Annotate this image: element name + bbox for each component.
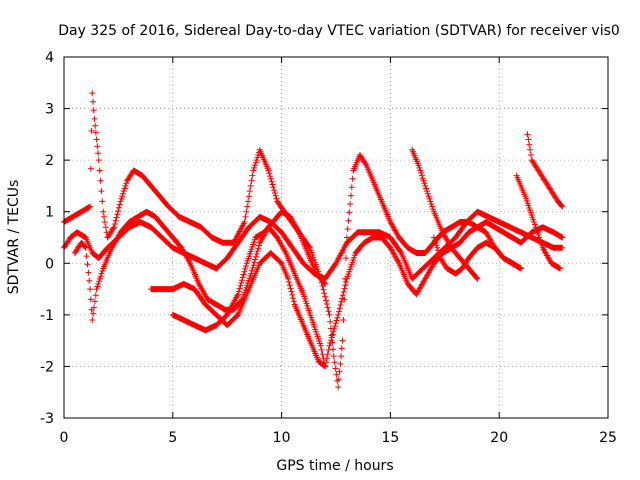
series-track-5 bbox=[169, 208, 329, 334]
y-tick-label: 0 bbox=[45, 256, 54, 272]
y-tick-label: -2 bbox=[40, 359, 54, 375]
series-track-6 bbox=[409, 146, 481, 282]
marker-path-7 bbox=[513, 172, 564, 272]
y-axis-label: SDTVAR / TECUs bbox=[6, 180, 22, 295]
series-track-4 bbox=[148, 250, 329, 370]
y-tick-label: 1 bbox=[45, 205, 54, 221]
y-tick-label: 3 bbox=[45, 102, 54, 118]
x-tick-label: 10 bbox=[273, 430, 291, 446]
x-tick-label: 5 bbox=[168, 430, 177, 446]
y-tick-label: 2 bbox=[45, 153, 54, 169]
axes bbox=[63, 56, 609, 419]
x-tick-label: 25 bbox=[599, 430, 617, 446]
x-tick-label: 15 bbox=[381, 430, 399, 446]
marker-path-5 bbox=[409, 146, 481, 282]
marker-path-3 bbox=[148, 250, 329, 370]
plot-frame bbox=[63, 56, 609, 419]
x-axis-label: GPS time / hours bbox=[276, 458, 393, 474]
x-tick-label: 20 bbox=[490, 430, 508, 446]
marker-path-8 bbox=[524, 131, 566, 210]
series-track-8 bbox=[513, 172, 564, 272]
marker-path-4 bbox=[169, 208, 329, 334]
x-tick-label: 0 bbox=[60, 430, 69, 446]
y-tick-label: -3 bbox=[40, 411, 54, 427]
tick-labels: 0 5 10 15 20 25 -3 -2 -1 0 1 2 3 4 bbox=[40, 50, 617, 446]
y-tick-label: -1 bbox=[40, 308, 54, 324]
data-points bbox=[61, 90, 566, 391]
y-tick-label: 4 bbox=[45, 50, 54, 66]
chart-title: Day 325 of 2016, Sidereal Day-to-day VTE… bbox=[58, 23, 620, 39]
series-track-9 bbox=[524, 131, 566, 210]
marker-path-6 bbox=[430, 234, 524, 277]
series-track-7 bbox=[430, 234, 524, 277]
